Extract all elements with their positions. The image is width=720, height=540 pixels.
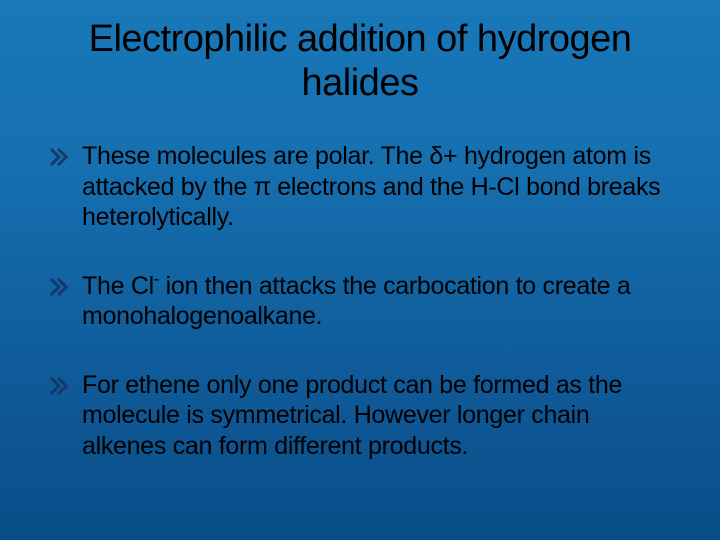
slide-title: Electrophilic addition of hydrogen halid… xyxy=(40,18,680,105)
slide-container: Electrophilic addition of hydrogen halid… xyxy=(0,0,720,461)
bullet-text: These molecules are polar. The δ+ hydrog… xyxy=(82,141,680,233)
bullet-text: The Cl- ion then attacks the carbocation… xyxy=(82,271,680,332)
chevron-right-icon xyxy=(50,148,68,166)
chevron-right-icon xyxy=(50,377,68,395)
list-item: For ethene only one product can be forme… xyxy=(50,370,680,462)
bullet-list: These molecules are polar. The δ+ hydrog… xyxy=(40,141,680,461)
list-item: The Cl- ion then attacks the carbocation… xyxy=(50,271,680,332)
chevron-right-icon xyxy=(50,278,68,296)
list-item: These molecules are polar. The δ+ hydrog… xyxy=(50,141,680,233)
text-fragment: ion then attacks the carbocation to crea… xyxy=(82,272,631,331)
text-fragment: The Cl xyxy=(82,272,154,300)
bullet-text: For ethene only one product can be forme… xyxy=(82,370,680,462)
